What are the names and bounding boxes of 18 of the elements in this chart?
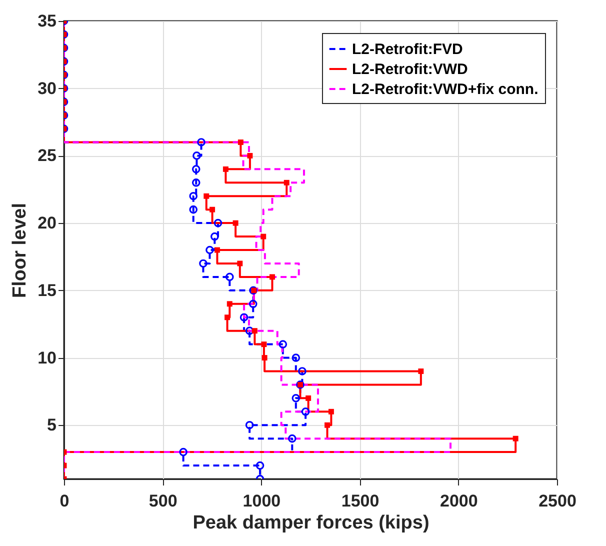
- x-tick-label: 1500: [341, 492, 380, 510]
- legend-label: L2-Retrofit:VWD+fix conn.: [352, 81, 538, 98]
- legend-label: L2-Retrofit:VWD: [352, 61, 468, 78]
- y-tick-label: 35: [38, 12, 56, 30]
- y-tick-label: 20: [38, 214, 56, 233]
- y-tick-label: 25: [38, 146, 56, 166]
- y-tick-label: 10: [38, 348, 56, 368]
- x-axis-title: Peak damper forces (kips): [192, 512, 430, 534]
- y-tick-label: 30: [38, 78, 56, 98]
- y-axis-title: Floor level: [10, 202, 31, 298]
- x-tick-label: 1000: [242, 492, 281, 510]
- x-tick-label: 2500: [538, 492, 576, 510]
- legend-label: L2-Retrofit:FVD: [352, 41, 463, 58]
- x-tick-label: 500: [148, 492, 178, 510]
- y-tick-label: 15: [38, 280, 56, 300]
- y-tick-label: 5: [47, 416, 56, 435]
- x-tick-label: 2000: [440, 492, 478, 510]
- x-tick-label: 0: [60, 492, 70, 510]
